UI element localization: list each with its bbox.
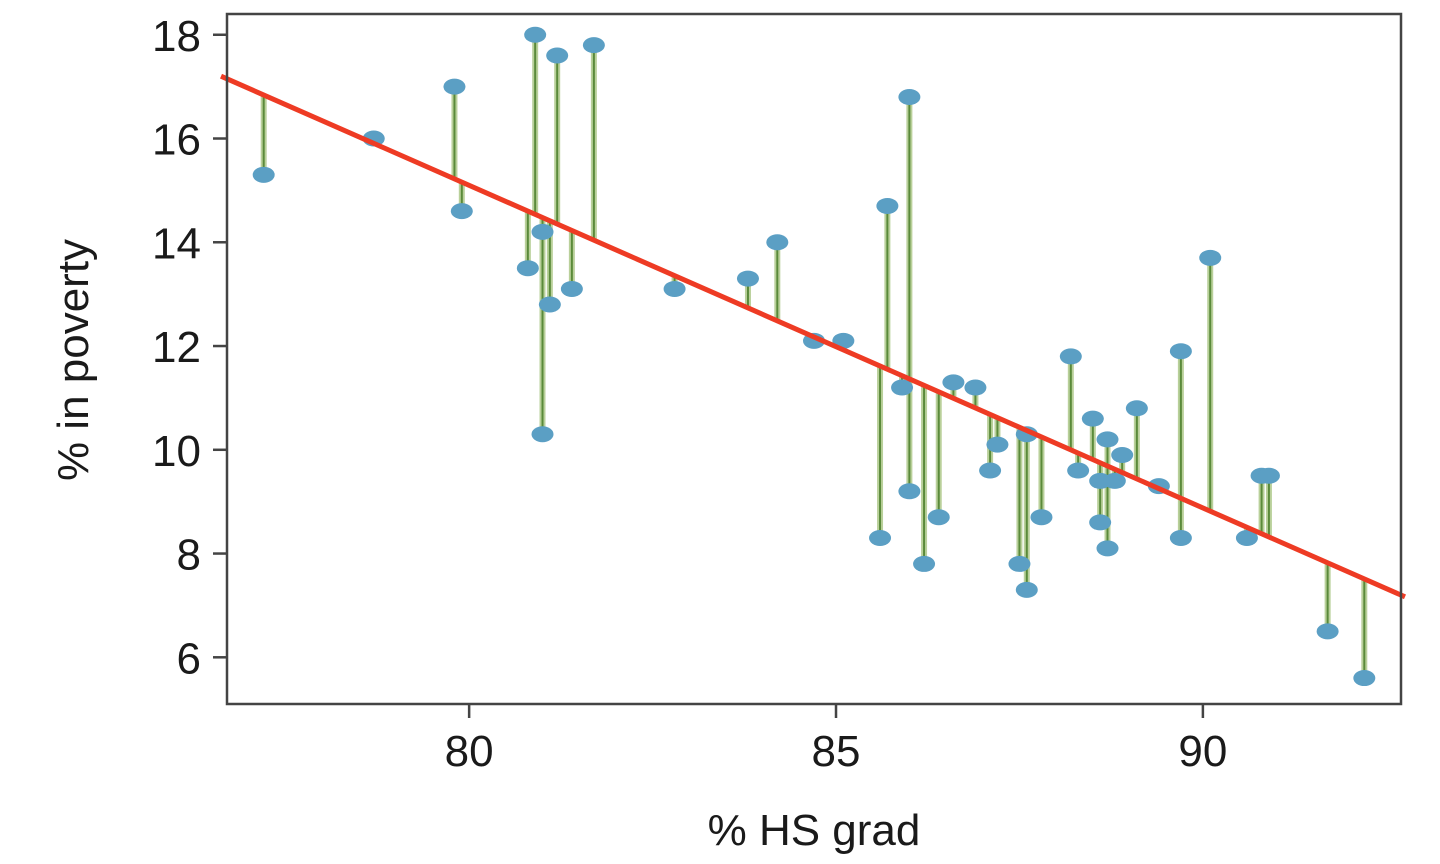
data-point bbox=[898, 483, 921, 500]
data-point bbox=[1030, 509, 1053, 526]
data-point bbox=[1081, 410, 1104, 427]
data-point bbox=[252, 166, 275, 183]
x-axis: 80 85 90 bbox=[445, 704, 1227, 776]
x-tick-label: 85 bbox=[812, 727, 861, 776]
data-point bbox=[942, 374, 965, 391]
y-tick-label: 14 bbox=[152, 219, 201, 268]
y-tick-label: 16 bbox=[152, 116, 201, 165]
data-point bbox=[891, 379, 914, 396]
data-point bbox=[1103, 472, 1126, 489]
data-point bbox=[516, 260, 539, 277]
data-point bbox=[450, 203, 473, 220]
data-point bbox=[898, 89, 921, 106]
y-tick-label: 12 bbox=[152, 323, 201, 372]
data-point bbox=[1111, 446, 1134, 463]
regression-layer bbox=[219, 73, 1407, 600]
y-axis: 6 8 10 12 14 16 18 bbox=[152, 12, 227, 683]
data-point bbox=[546, 47, 569, 64]
data-point bbox=[1257, 467, 1280, 484]
y-tick-label: 8 bbox=[177, 531, 201, 580]
data-point bbox=[524, 26, 547, 43]
data-point bbox=[1089, 514, 1112, 531]
x-tick-label: 90 bbox=[1178, 727, 1227, 776]
plot-frame bbox=[225, 12, 1403, 706]
y-axis-title: % in poverty bbox=[49, 239, 98, 481]
data-point bbox=[1067, 462, 1090, 479]
y-tick-label: 10 bbox=[152, 427, 201, 476]
x-axis-title: % HS grad bbox=[708, 806, 921, 855]
data-point bbox=[869, 529, 892, 546]
data-point bbox=[538, 296, 561, 313]
y-tick-label: 6 bbox=[177, 634, 201, 683]
data-point bbox=[560, 280, 583, 297]
data-point bbox=[1008, 555, 1031, 572]
y-tick-label: 18 bbox=[152, 12, 201, 61]
data-point bbox=[1235, 529, 1258, 546]
x-tick-label: 80 bbox=[445, 727, 494, 776]
data-point bbox=[1169, 343, 1192, 360]
data-point bbox=[582, 37, 605, 54]
data-point bbox=[1125, 400, 1148, 417]
data-point bbox=[531, 426, 554, 443]
data-point bbox=[1059, 348, 1082, 365]
points-layer bbox=[252, 26, 1376, 687]
regression-line bbox=[219, 73, 1407, 600]
data-point bbox=[876, 197, 899, 214]
residuals-layer bbox=[260, 34, 1368, 679]
data-point bbox=[979, 462, 1002, 479]
data-point bbox=[1316, 623, 1339, 640]
data-point bbox=[736, 270, 759, 287]
data-point bbox=[1169, 529, 1192, 546]
data-point bbox=[1096, 540, 1119, 557]
data-point bbox=[531, 223, 554, 240]
data-point bbox=[927, 509, 950, 526]
data-point bbox=[1353, 670, 1376, 687]
data-point bbox=[443, 78, 466, 95]
data-point bbox=[1199, 249, 1222, 266]
data-point bbox=[663, 280, 686, 297]
data-point bbox=[913, 555, 936, 572]
data-point bbox=[1096, 431, 1119, 448]
data-point bbox=[1015, 581, 1038, 598]
data-point bbox=[766, 234, 789, 251]
data-point bbox=[986, 436, 1009, 453]
data-point bbox=[964, 379, 987, 396]
